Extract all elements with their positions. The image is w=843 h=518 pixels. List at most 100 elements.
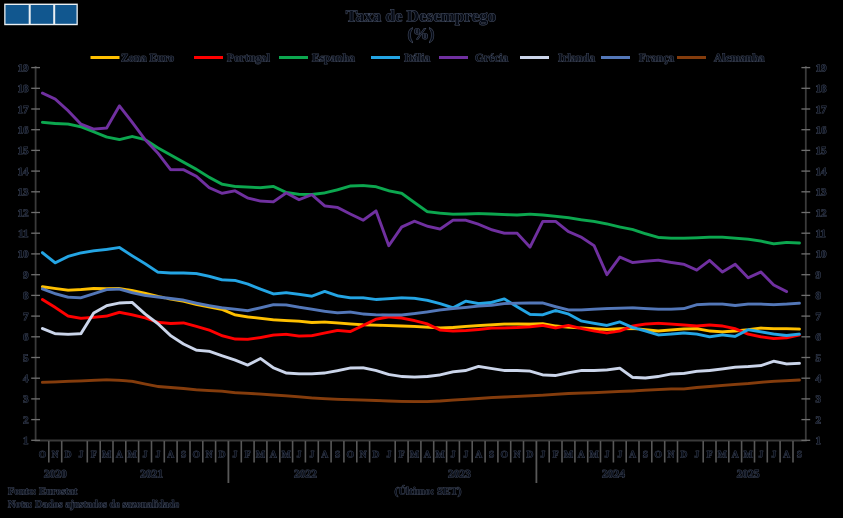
svg-text:12: 12	[816, 207, 828, 219]
svg-text:F: F	[245, 451, 251, 461]
svg-text:12: 12	[18, 207, 30, 219]
svg-text:A: A	[321, 451, 328, 461]
svg-text:D: D	[219, 451, 226, 461]
svg-text:Portugal: Portugal	[227, 53, 270, 65]
svg-text:J: J	[771, 451, 776, 461]
svg-text:J: J	[143, 451, 148, 461]
svg-text:15: 15	[816, 145, 828, 157]
svg-text:O: O	[39, 451, 46, 461]
svg-text:A: A	[270, 451, 277, 461]
svg-text:18: 18	[18, 83, 30, 95]
svg-text:3: 3	[23, 394, 29, 406]
svg-text:J: J	[451, 451, 456, 461]
svg-text:F: F	[707, 451, 713, 461]
svg-text:J: J	[463, 451, 468, 461]
svg-text:2023: 2023	[448, 469, 471, 481]
svg-text:10: 10	[816, 249, 828, 261]
svg-text:O: O	[193, 451, 200, 461]
svg-text:16: 16	[18, 125, 30, 137]
svg-text:M: M	[436, 451, 445, 461]
svg-text:2020: 2020	[44, 469, 67, 481]
svg-text:3: 3	[816, 394, 822, 406]
svg-text:A: A	[732, 451, 739, 461]
svg-text:13: 13	[18, 187, 30, 199]
svg-text:S: S	[643, 451, 648, 461]
svg-text:A: A	[167, 451, 174, 461]
svg-text:Irlanda: Irlanda	[558, 53, 595, 65]
svg-text:19: 19	[816, 62, 828, 74]
svg-text:1: 1	[816, 435, 822, 447]
svg-text:Nota: Dados ajustados de sazon: Nota: Dados ajustados de sazonalidade	[8, 500, 179, 511]
svg-text:10: 10	[18, 249, 30, 261]
svg-text:França: França	[639, 53, 674, 65]
svg-text:D: D	[65, 451, 72, 461]
svg-text:8: 8	[816, 290, 822, 302]
svg-text:9: 9	[816, 269, 822, 281]
svg-text:(%): (%)	[408, 26, 435, 43]
svg-text:M: M	[564, 451, 573, 461]
svg-text:M: M	[718, 451, 727, 461]
svg-text:9: 9	[23, 269, 29, 281]
svg-text:J: J	[759, 451, 764, 461]
svg-text:D: D	[373, 451, 380, 461]
svg-text:6: 6	[23, 332, 29, 344]
svg-text:S: S	[489, 451, 494, 461]
svg-text:N: N	[360, 451, 367, 461]
svg-text:N: N	[206, 451, 213, 461]
svg-text:5: 5	[23, 352, 29, 364]
svg-text:J: J	[386, 451, 391, 461]
svg-text:S: S	[181, 451, 186, 461]
svg-text:F: F	[91, 451, 97, 461]
svg-text:M: M	[102, 451, 111, 461]
svg-text:4: 4	[816, 373, 822, 385]
svg-text:1: 1	[23, 435, 29, 447]
svg-text:7: 7	[23, 311, 29, 323]
svg-text:(Último: SET): (Último: SET)	[395, 486, 462, 498]
svg-text:6: 6	[816, 332, 822, 344]
svg-text:14: 14	[816, 166, 828, 178]
svg-text:2: 2	[23, 414, 29, 426]
svg-text:2025: 2025	[737, 469, 760, 481]
svg-text:S: S	[797, 451, 802, 461]
svg-text:F: F	[399, 451, 405, 461]
svg-text:M: M	[410, 451, 419, 461]
svg-text:A: A	[578, 451, 585, 461]
svg-text:J: J	[694, 451, 699, 461]
svg-text:Fonte: Eurostat: Fonte: Eurostat	[8, 487, 78, 498]
svg-text:11: 11	[18, 228, 28, 240]
svg-text:11: 11	[816, 228, 826, 240]
svg-text:F: F	[553, 451, 559, 461]
svg-text:15: 15	[18, 145, 30, 157]
svg-text:M: M	[128, 451, 137, 461]
svg-text:A: A	[629, 451, 636, 461]
svg-text:19: 19	[18, 62, 30, 74]
svg-text:7: 7	[816, 311, 822, 323]
svg-text:Itália: Itália	[404, 53, 430, 65]
svg-text:2022: 2022	[294, 469, 317, 481]
svg-text:Espanha: Espanha	[312, 53, 355, 65]
svg-text:J: J	[309, 451, 314, 461]
svg-text:J: J	[79, 451, 84, 461]
svg-text:16: 16	[816, 125, 828, 137]
svg-text:Taxa de Desemprego: Taxa de Desemprego	[346, 7, 496, 26]
svg-text:J: J	[540, 451, 545, 461]
svg-text:J: J	[156, 451, 161, 461]
svg-text:13: 13	[816, 187, 828, 199]
svg-text:N: N	[668, 451, 675, 461]
svg-text:A: A	[783, 451, 790, 461]
svg-text:J: J	[232, 451, 237, 461]
svg-text:2021: 2021	[140, 469, 163, 481]
svg-text:D: D	[680, 451, 687, 461]
svg-text:17: 17	[816, 104, 828, 116]
svg-text:2024: 2024	[602, 469, 625, 481]
svg-text:2: 2	[816, 414, 822, 426]
svg-text:14: 14	[18, 166, 30, 178]
svg-text:J: J	[297, 451, 302, 461]
svg-text:8: 8	[23, 290, 29, 302]
svg-text:O: O	[655, 451, 662, 461]
svg-text:4: 4	[23, 373, 29, 385]
svg-text:M: M	[282, 451, 291, 461]
svg-text:D: D	[527, 451, 534, 461]
svg-text:18: 18	[816, 83, 828, 95]
svg-text:Zona Euro: Zona Euro	[121, 53, 174, 65]
